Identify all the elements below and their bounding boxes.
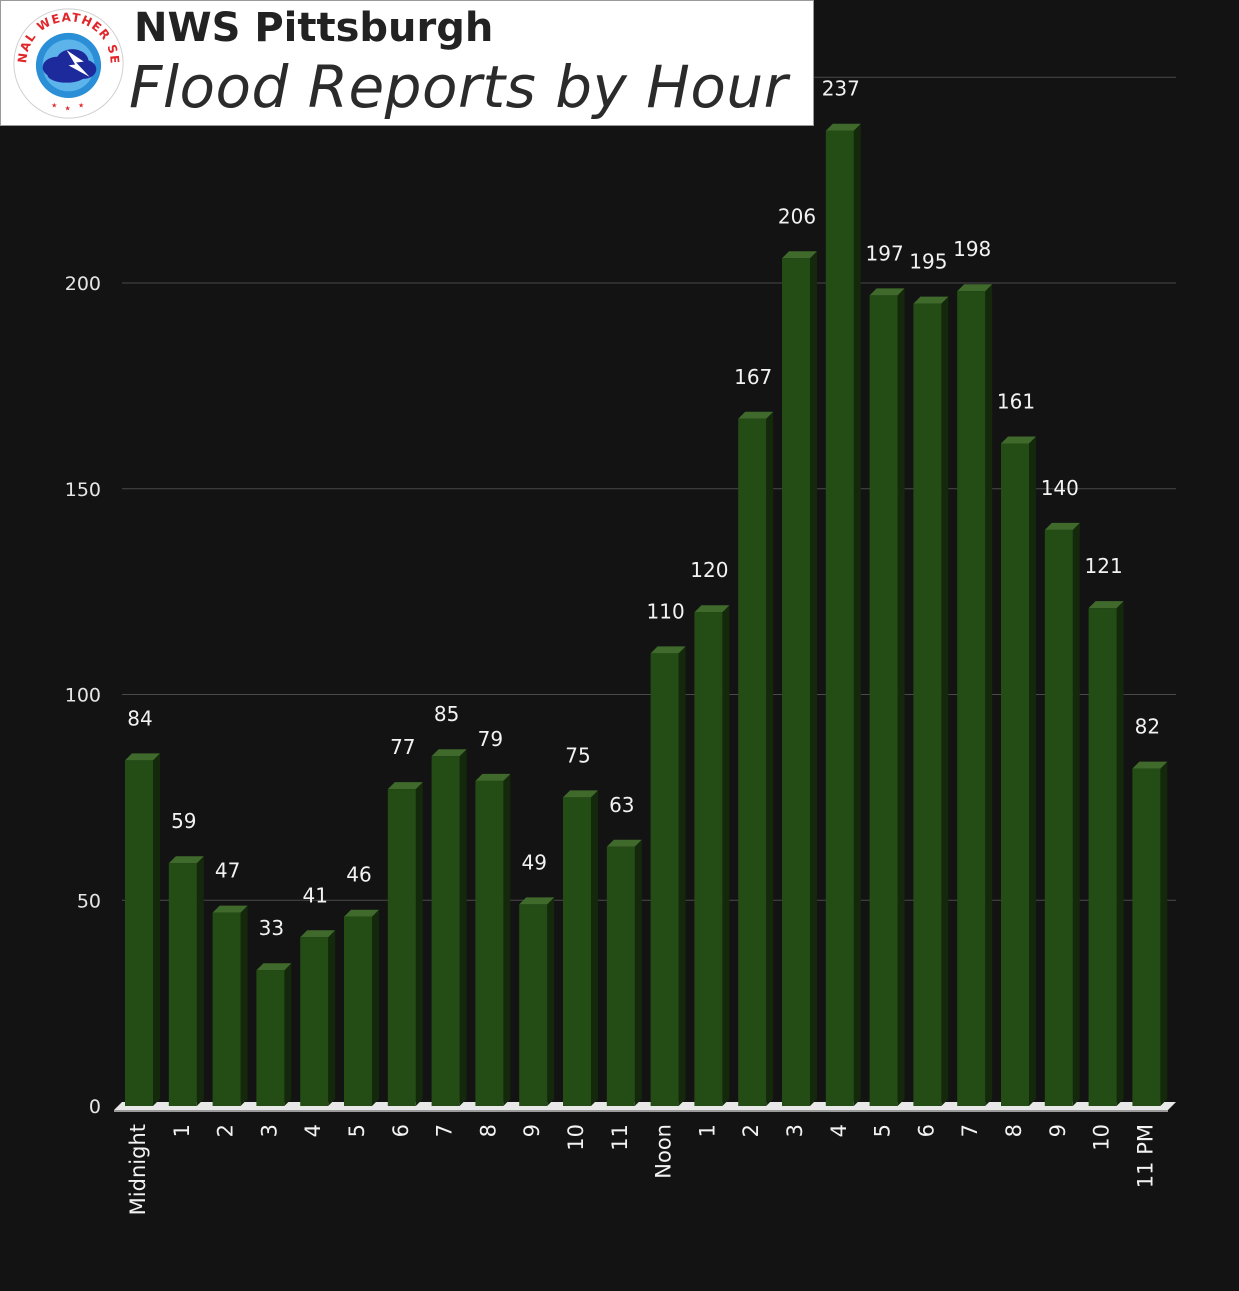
- y-tick-label: 0: [89, 1096, 101, 1118]
- chart-title: Flood Reports by Hour: [129, 53, 789, 121]
- x-tick-label: 7: [958, 1124, 982, 1137]
- x-tick-label: 7: [433, 1124, 457, 1137]
- bar: [869, 288, 905, 1107]
- bar: [212, 905, 248, 1106]
- data-label: 198: [953, 237, 991, 261]
- data-label: 77: [390, 735, 415, 759]
- data-label: 195: [909, 250, 947, 274]
- chart-floor: [114, 1102, 1176, 1110]
- data-label: 206: [778, 204, 816, 228]
- data-label: 59: [171, 809, 196, 833]
- data-label: 46: [346, 863, 371, 887]
- x-tick-label: 6: [914, 1124, 938, 1137]
- bar: [475, 773, 511, 1106]
- x-tick-label: 10: [1090, 1124, 1114, 1151]
- x-tick-label: 1: [695, 1124, 719, 1137]
- bar: [256, 963, 292, 1106]
- nws-logo-icon: NATIONAL WEATHER SERVICE ★ ★ ★: [11, 6, 124, 119]
- bar: [782, 251, 817, 1106]
- data-label: 41: [302, 883, 327, 907]
- data-label: 63: [609, 793, 634, 817]
- data-label: 82: [1135, 715, 1160, 739]
- bar: [913, 296, 949, 1106]
- bar: [431, 749, 467, 1106]
- data-label: 33: [259, 916, 284, 940]
- x-tick-label: 8: [1002, 1124, 1026, 1137]
- data-label: 167: [734, 365, 772, 389]
- data-label: 84: [127, 706, 152, 730]
- bar: [1001, 436, 1036, 1106]
- bar: [650, 646, 686, 1106]
- data-label: 75: [565, 743, 590, 767]
- data-label: 47: [215, 859, 240, 883]
- chart-header: NATIONAL WEATHER SERVICE ★ ★ ★ NWS Pitts…: [0, 0, 814, 126]
- data-label: 161: [997, 389, 1035, 413]
- y-tick-label: 200: [65, 273, 101, 295]
- data-label: 237: [822, 77, 860, 101]
- bar: [606, 839, 642, 1106]
- x-tick-label: 3: [783, 1124, 807, 1137]
- x-tick-label: Midnight: [126, 1124, 150, 1215]
- bar: [1132, 761, 1168, 1106]
- bar: [519, 897, 555, 1106]
- bar: [738, 411, 774, 1106]
- x-tick-label: 2: [214, 1124, 238, 1137]
- data-label: 140: [1041, 476, 1079, 500]
- chart-floor-edge: [114, 1110, 1168, 1112]
- bars: [114, 123, 1176, 1112]
- bar: [125, 753, 160, 1106]
- x-tick-label: 6: [389, 1124, 413, 1137]
- x-tick-label: 3: [257, 1124, 281, 1137]
- x-tick-label: 11: [608, 1124, 632, 1151]
- y-axis-ticks: 0 50 100 150 200: [65, 273, 101, 1118]
- svg-text:★: ★: [51, 102, 57, 110]
- bar: [1088, 601, 1124, 1106]
- x-tick-label: 11 PM: [1133, 1124, 1157, 1188]
- x-tick-label: 5: [345, 1124, 369, 1137]
- data-label: 49: [521, 850, 546, 874]
- data-label: 85: [434, 702, 459, 726]
- bar: [563, 790, 598, 1106]
- x-tick-label: 5: [871, 1124, 895, 1137]
- svg-text:★: ★: [65, 104, 71, 112]
- x-tick-label: 9: [1046, 1124, 1070, 1137]
- bar: [957, 284, 993, 1107]
- bar: [300, 930, 336, 1106]
- x-tick-label: 2: [739, 1124, 763, 1137]
- data-label: 120: [690, 558, 728, 582]
- x-tick-label: Noon: [652, 1124, 676, 1179]
- x-tick-label: 10: [564, 1124, 588, 1151]
- svg-text:★: ★: [78, 102, 84, 110]
- y-tick-label: 100: [65, 685, 101, 707]
- x-tick-label: 4: [301, 1124, 325, 1137]
- x-axis-ticks: Midnight 1 2 3 4 5 6 7 8 9 10 11 Noon 1 2 3 4 5 6 7 8 9 10 11 P…: [126, 1124, 1157, 1215]
- x-tick-label: 9: [520, 1124, 544, 1137]
- data-label: 110: [647, 599, 685, 623]
- y-tick-label: 150: [65, 479, 101, 501]
- x-tick-label: 4: [827, 1124, 851, 1137]
- bar: [1044, 522, 1080, 1106]
- y-tick-label: 50: [77, 890, 101, 912]
- data-label: 79: [478, 727, 503, 751]
- bar: [694, 605, 730, 1106]
- x-tick-label: 8: [476, 1124, 500, 1137]
- bar: [168, 856, 204, 1106]
- bar: [825, 123, 861, 1107]
- x-tick-label: 1: [170, 1124, 194, 1137]
- data-label: 121: [1085, 554, 1123, 578]
- bar: [387, 782, 423, 1106]
- bar: [344, 909, 379, 1106]
- data-label: 197: [866, 241, 904, 265]
- org-name: NWS Pittsburgh: [134, 5, 494, 51]
